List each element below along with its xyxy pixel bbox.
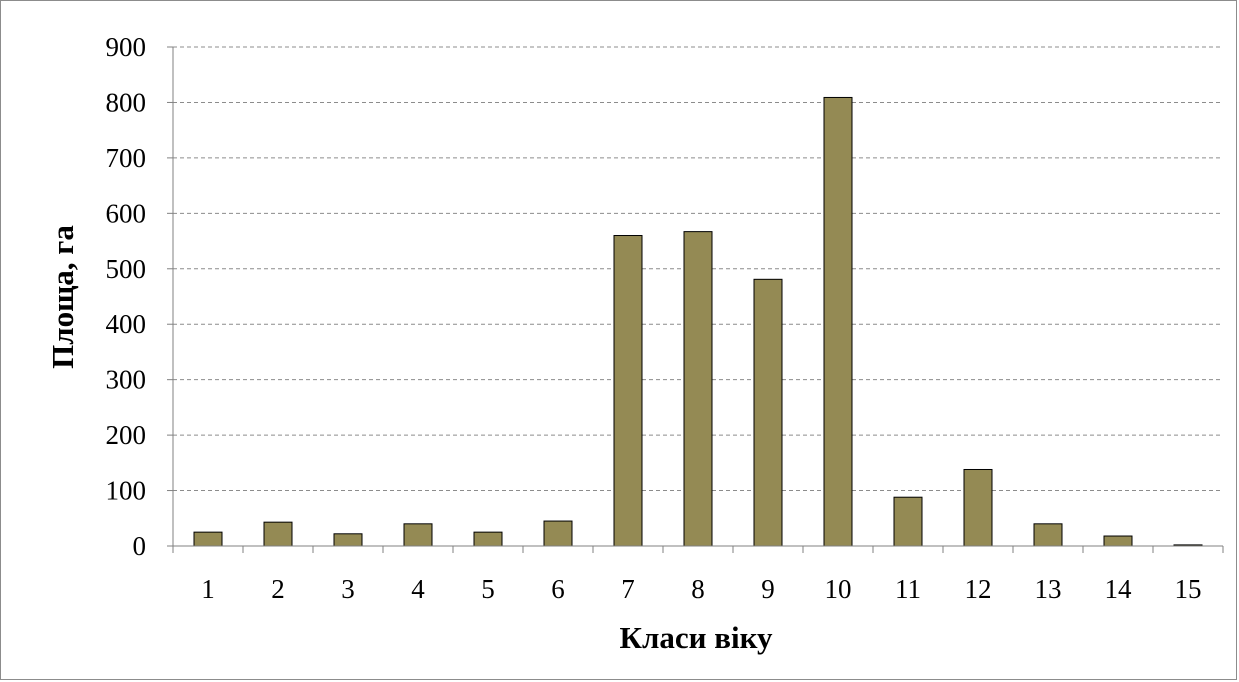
bar-12	[963, 468, 993, 547]
y-axis-title: Площа, га	[45, 225, 80, 369]
x-tick-label: 8	[691, 574, 705, 604]
bar-3	[333, 533, 363, 547]
bar-5	[473, 531, 503, 547]
bars	[193, 96, 1203, 547]
y-tick-label: 500	[106, 254, 147, 284]
y-tick-label: 600	[106, 198, 147, 228]
x-tick-label: 2	[271, 574, 285, 604]
bar-7	[613, 235, 643, 547]
x-tick-labels: 1 2 3 4 5 6 7 8 9 10 11 12 13 14 15	[201, 574, 1201, 604]
bar-4	[403, 523, 433, 547]
y-tick-label: 300	[106, 365, 147, 395]
x-tick-label: 14	[1105, 574, 1133, 604]
bar-6	[543, 520, 573, 547]
x-tick-label: 12	[965, 574, 992, 604]
x-tick-label: 1	[201, 574, 215, 604]
y-tick-label: 800	[106, 87, 147, 117]
bar-11	[893, 496, 923, 547]
y-tick-labels: 0 100 200 300 400 500 600 700 800 900	[106, 32, 147, 561]
bar-9	[753, 278, 783, 547]
y-tick-label: 900	[106, 32, 147, 62]
x-tick-label: 11	[895, 574, 921, 604]
x-tick-label: 5	[481, 574, 495, 604]
bar-14	[1103, 535, 1133, 547]
bar-10	[823, 96, 853, 547]
x-tick-label: 15	[1175, 574, 1202, 604]
y-tick-label: 200	[106, 420, 147, 450]
x-tick-label: 13	[1035, 574, 1062, 604]
bar-13	[1033, 523, 1063, 547]
y-tick-label: 100	[106, 476, 147, 506]
y-tick-label: 0	[133, 531, 147, 561]
x-tick-label: 7	[621, 574, 635, 604]
x-tick-label: 10	[825, 574, 852, 604]
y-tick-label: 700	[106, 143, 147, 173]
x-tick-label: 4	[411, 574, 425, 604]
y-tick-label: 400	[106, 309, 147, 339]
bar-8	[683, 231, 713, 547]
x-tick-label: 9	[761, 574, 775, 604]
axes	[167, 46, 1224, 553]
x-tick-label: 3	[341, 574, 355, 604]
bar-1	[193, 531, 223, 547]
bar-2	[263, 521, 293, 547]
x-axis-title: Класи віку	[619, 620, 773, 655]
x-tick-label: 6	[551, 574, 565, 604]
